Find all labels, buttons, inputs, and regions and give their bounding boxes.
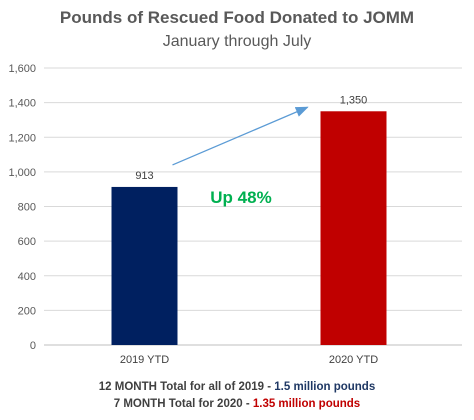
y-tick-label: 800 [18, 202, 36, 214]
footer-line-2020: 7 MONTH Total for 2020 - 1.35 million po… [0, 398, 474, 410]
data-label: 1,350 [340, 94, 368, 106]
footer-line-2019: 12 MONTH Total for all of 2019 - 1.5 mil… [0, 381, 474, 393]
data-label: 913 [135, 170, 153, 182]
y-tick-label: 1,200 [8, 132, 36, 144]
footer-2020-prefix: 7 MONTH Total for 2020 - [113, 398, 253, 410]
y-tick-label: 200 [18, 305, 36, 317]
footer-2020-total: 1.35 million pounds [252, 398, 361, 410]
chart-subtitle: January through July [162, 33, 312, 50]
x-tick-label: 2019 YTD [120, 354, 169, 366]
increase-annotation: Up 48% [210, 188, 271, 207]
bar [111, 186, 178, 345]
y-tick-label: 600 [18, 236, 36, 248]
increase-arrow [172, 106, 309, 166]
footer-2019-total: 1.5 million pounds [274, 381, 376, 393]
y-tick-label: 1,000 [8, 167, 36, 179]
chart-title: Pounds of Rescued Food Donated to JOMM [59, 8, 415, 27]
footer-2019-prefix: 12 MONTH Total for all of 2019 - [98, 381, 275, 393]
x-tick-label: 2020 YTD [329, 354, 378, 366]
y-tick-label: 1,600 [8, 63, 36, 75]
y-tick-label: 400 [18, 271, 36, 283]
y-tick-label: 1,400 [8, 98, 36, 110]
y-tick-label: 0 [30, 340, 36, 352]
bar [320, 111, 387, 345]
